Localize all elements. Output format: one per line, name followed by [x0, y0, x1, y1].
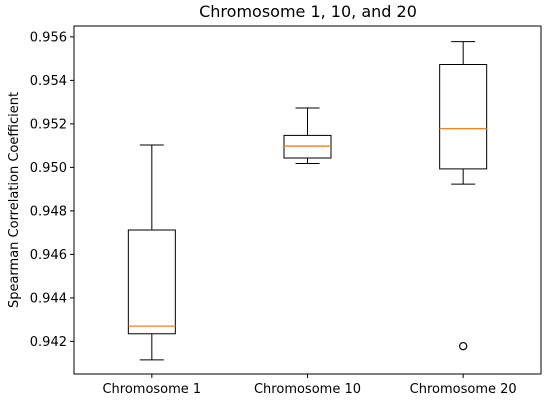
box-1 — [127, 229, 176, 335]
y-tick-label: 0.946 — [30, 248, 67, 263]
outlier-point — [458, 341, 468, 351]
y-tick-label: 0.954 — [30, 74, 67, 89]
x-tick-label: Chromosome 10 — [254, 382, 361, 397]
box-2 — [283, 134, 332, 159]
plot-area: 0.942 0.944 0.946 0.948 0.950 0.952 0.954 0.956… — [30, 25, 542, 397]
chart-title: Chromosome 1, 10, and 20 — [199, 2, 417, 21]
y-axis-label: Spearman Correlation Coefficient — [7, 92, 22, 308]
y-tick-label: 0.942 — [30, 335, 67, 350]
y-tick-label: 0.956 — [30, 30, 67, 45]
y-tick-label: 0.944 — [30, 291, 67, 306]
y-tick-label: 0.948 — [30, 204, 67, 219]
plot-frame — [73, 25, 542, 375]
x-tick-label: Chromosome 1 — [102, 382, 201, 397]
y-tick-label: 0.952 — [30, 117, 67, 132]
y-tick-label: 0.950 — [30, 161, 67, 176]
box-3 — [439, 63, 488, 170]
x-tick-label: Chromosome 20 — [410, 382, 517, 397]
